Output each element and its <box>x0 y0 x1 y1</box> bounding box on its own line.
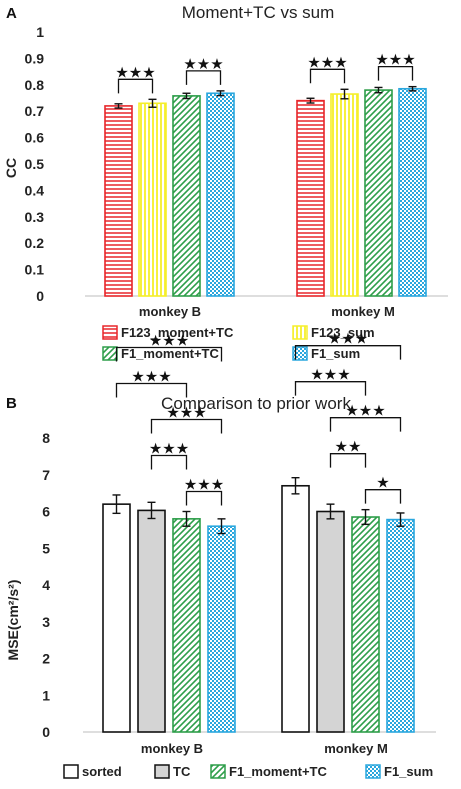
legend-label-b-1: TC <box>173 764 191 779</box>
legend-swatch-b-1 <box>154 764 170 779</box>
bar-a-1-0 <box>296 99 325 297</box>
legend-label-a-0: F123_moment+TC <box>121 325 234 340</box>
significance-bracket-b-8 <box>329 453 367 468</box>
y-tick-label-b-2: 2 <box>42 651 50 667</box>
bar-a-0-3 <box>206 92 235 297</box>
category-label-a-0: monkey B <box>139 304 201 319</box>
legend-swatch-a-3 <box>292 346 308 361</box>
plot-area-a: 0 0.1 0.2 0.3 0.4 0.5 0.6 0.7 0.8 0.9 1 ★★★ ★★★ ★★★ ★★… <box>25 24 448 304</box>
y-axis-label-a: CC <box>3 158 19 178</box>
significance-bracket-b-6 <box>329 417 402 432</box>
legend-swatch-a-0 <box>102 325 118 340</box>
chart-title-b: Comparison to prior work <box>161 394 351 413</box>
significance-stars-a-3: ★★★ <box>375 51 415 69</box>
bar-b-1-1 <box>316 510 345 733</box>
category-label-b-1: monkey M <box>324 741 388 756</box>
legend-swatch-b-3 <box>365 764 381 779</box>
y-tick-label-a-7: 0.7 <box>25 103 45 119</box>
bar-b-1-2 <box>351 516 380 733</box>
bar-a-1-3 <box>398 87 427 297</box>
legend-label-b-0: sorted <box>82 764 122 779</box>
bar-b-0-3 <box>207 525 236 733</box>
significance-stars-b-7: ★★★ <box>310 366 350 384</box>
significance-stars-b-1: ★★★ <box>166 404 206 422</box>
significance-bracket-b-1 <box>150 418 223 434</box>
y-tick-label-a-5: 0.5 <box>25 156 45 172</box>
y-tick-label-b-0: 0 <box>42 724 50 740</box>
y-tick-label-b-7: 7 <box>42 467 50 483</box>
y-tick-label-a-10: 1 <box>36 24 44 40</box>
y-tick-label-a-9: 0.9 <box>25 50 45 66</box>
bar-b-1-0 <box>281 484 310 733</box>
legend-label-a-1: F123_sum <box>311 325 375 340</box>
significance-stars-b-2: ★★★ <box>131 368 171 386</box>
chart-title-a: Moment+TC vs sum <box>182 3 335 22</box>
y-tick-label-a-1: 0.1 <box>25 262 45 278</box>
significance-stars-b-3: ★★★ <box>149 440 189 458</box>
significance-bracket-b-3 <box>150 454 188 470</box>
significance-bracket-b-4 <box>185 490 223 506</box>
y-tick-label-b-1: 1 <box>42 687 50 703</box>
significance-bracket-a-3 <box>377 65 414 81</box>
bar-b-0-2 <box>172 518 201 733</box>
y-tick-label-b-5: 5 <box>42 540 50 556</box>
significance-bracket-b-9 <box>364 489 402 504</box>
legend-label-a-2: F1_moment+TC <box>121 346 219 361</box>
significance-stars-b-4: ★★★ <box>184 476 224 494</box>
significance-stars-b-9: ★ <box>376 474 389 492</box>
significance-bracket-b-5 <box>294 345 402 360</box>
legend-swatch-a-1 <box>292 325 308 340</box>
significance-stars-b-6: ★★★ <box>345 402 385 420</box>
category-label-a-1: monkey M <box>331 304 395 319</box>
bar-a-1-2 <box>364 89 393 297</box>
y-tick-label-a-0: 0 <box>36 288 44 304</box>
bar-a-0-1 <box>138 102 167 297</box>
category-label-b-0: monkey B <box>141 741 203 756</box>
y-axis-label-b: MSE(cm²/s²) <box>5 580 21 661</box>
legend-swatch-a-2 <box>102 346 118 361</box>
significance-bracket-a-1 <box>185 70 222 85</box>
legend-b: sorted TC F1_moment+TC F1_sum <box>63 764 433 779</box>
bar-a-0-2 <box>172 95 201 297</box>
y-tick-label-a-3: 0.3 <box>25 209 45 225</box>
significance-stars-b-5: ★★★ <box>328 330 368 348</box>
y-tick-label-b-6: 6 <box>42 504 50 520</box>
significance-stars-b-8: ★★ <box>335 438 362 456</box>
legend-label-b-2: F1_moment+TC <box>229 764 327 779</box>
y-tick-label-b-3: 3 <box>42 614 50 630</box>
significance-stars-a-1: ★★★ <box>183 55 223 73</box>
y-tick-label-a-2: 0.2 <box>25 235 45 251</box>
significance-stars-b-0: ★★★ <box>149 332 189 350</box>
bar-b-1-3 <box>386 518 415 733</box>
bar-a-0-0 <box>104 105 133 297</box>
y-tick-label-b-8: 8 <box>42 430 50 446</box>
y-tick-label-a-8: 0.8 <box>25 77 45 93</box>
y-tick-label-b-4: 4 <box>42 577 50 593</box>
significance-bracket-a-2 <box>309 68 346 84</box>
significance-bracket-a-0 <box>117 78 154 94</box>
significance-bracket-b-2 <box>115 382 188 398</box>
bar-b-0-1 <box>137 509 166 733</box>
significance-stars-a-0: ★★★ <box>115 63 155 81</box>
legend-label-b-3: F1_sum <box>384 764 433 779</box>
significance-bracket-b-0 <box>115 346 223 362</box>
legend-swatch-b-2 <box>210 764 226 779</box>
bar-b-0-0 <box>102 503 131 733</box>
significance-stars-a-2: ★★★ <box>307 53 347 71</box>
y-tick-label-a-4: 0.4 <box>25 182 45 198</box>
legend-label-a-3: F1_sum <box>311 346 360 361</box>
bar-a-1-1 <box>330 93 359 297</box>
panel-label-a: A <box>6 5 17 22</box>
legend-swatch-b-0 <box>63 764 79 779</box>
panel-label-b: B <box>6 395 17 412</box>
y-tick-label-a-6: 0.6 <box>25 130 45 146</box>
significance-bracket-b-7 <box>294 381 367 396</box>
legend-a: F123_moment+TC F123_sum F1_moment+TC F1_… <box>102 325 375 361</box>
